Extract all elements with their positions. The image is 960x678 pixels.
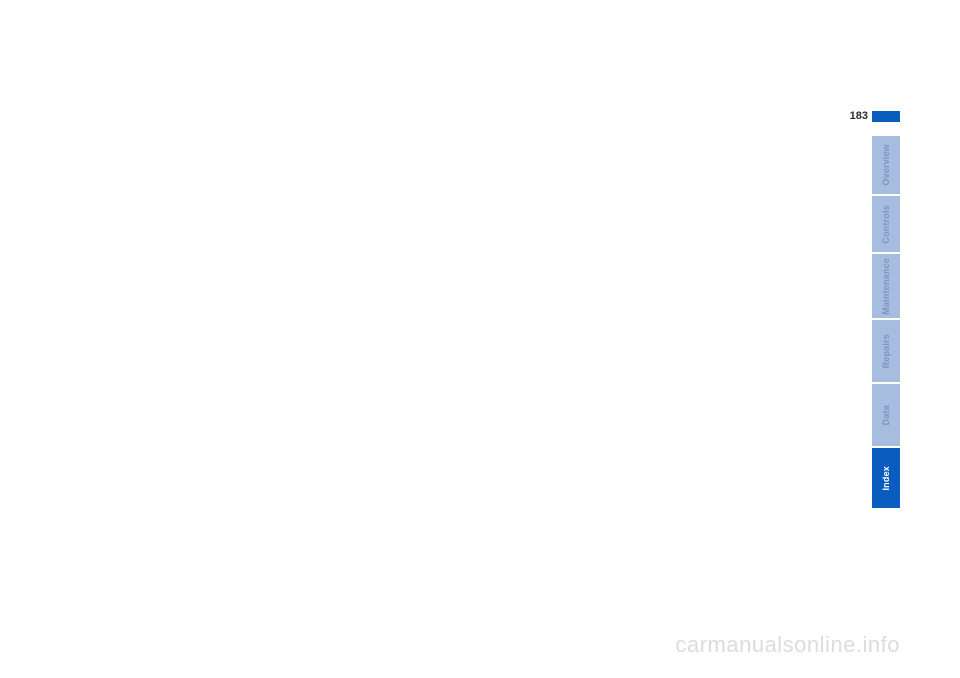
tab-overview[interactable]: Overview xyxy=(872,136,900,194)
section-tabs: Overview Controls Maintenance Repairs Da… xyxy=(872,136,900,508)
tab-data[interactable]: Data xyxy=(872,382,900,446)
tab-label: Maintenance xyxy=(881,258,891,315)
page-number-accent xyxy=(872,111,900,122)
tab-label: Overview xyxy=(881,144,891,186)
tab-index[interactable]: Index xyxy=(872,446,900,508)
page-number: 183 xyxy=(850,110,868,122)
tab-maintenance[interactable]: Maintenance xyxy=(872,252,900,318)
tab-label: Index xyxy=(881,466,891,491)
tab-controls[interactable]: Controls xyxy=(872,194,900,252)
page-number-wrap: 183 xyxy=(850,110,900,122)
tab-label: Data xyxy=(881,405,891,425)
tab-label: Controls xyxy=(881,205,891,244)
tab-repairs[interactable]: Repairs xyxy=(872,318,900,382)
manual-page: 183 Overview Controls Maintenance Repair… xyxy=(0,110,900,560)
tab-label: Repairs xyxy=(881,334,891,368)
watermark: carmanualsonline.info xyxy=(675,632,900,658)
